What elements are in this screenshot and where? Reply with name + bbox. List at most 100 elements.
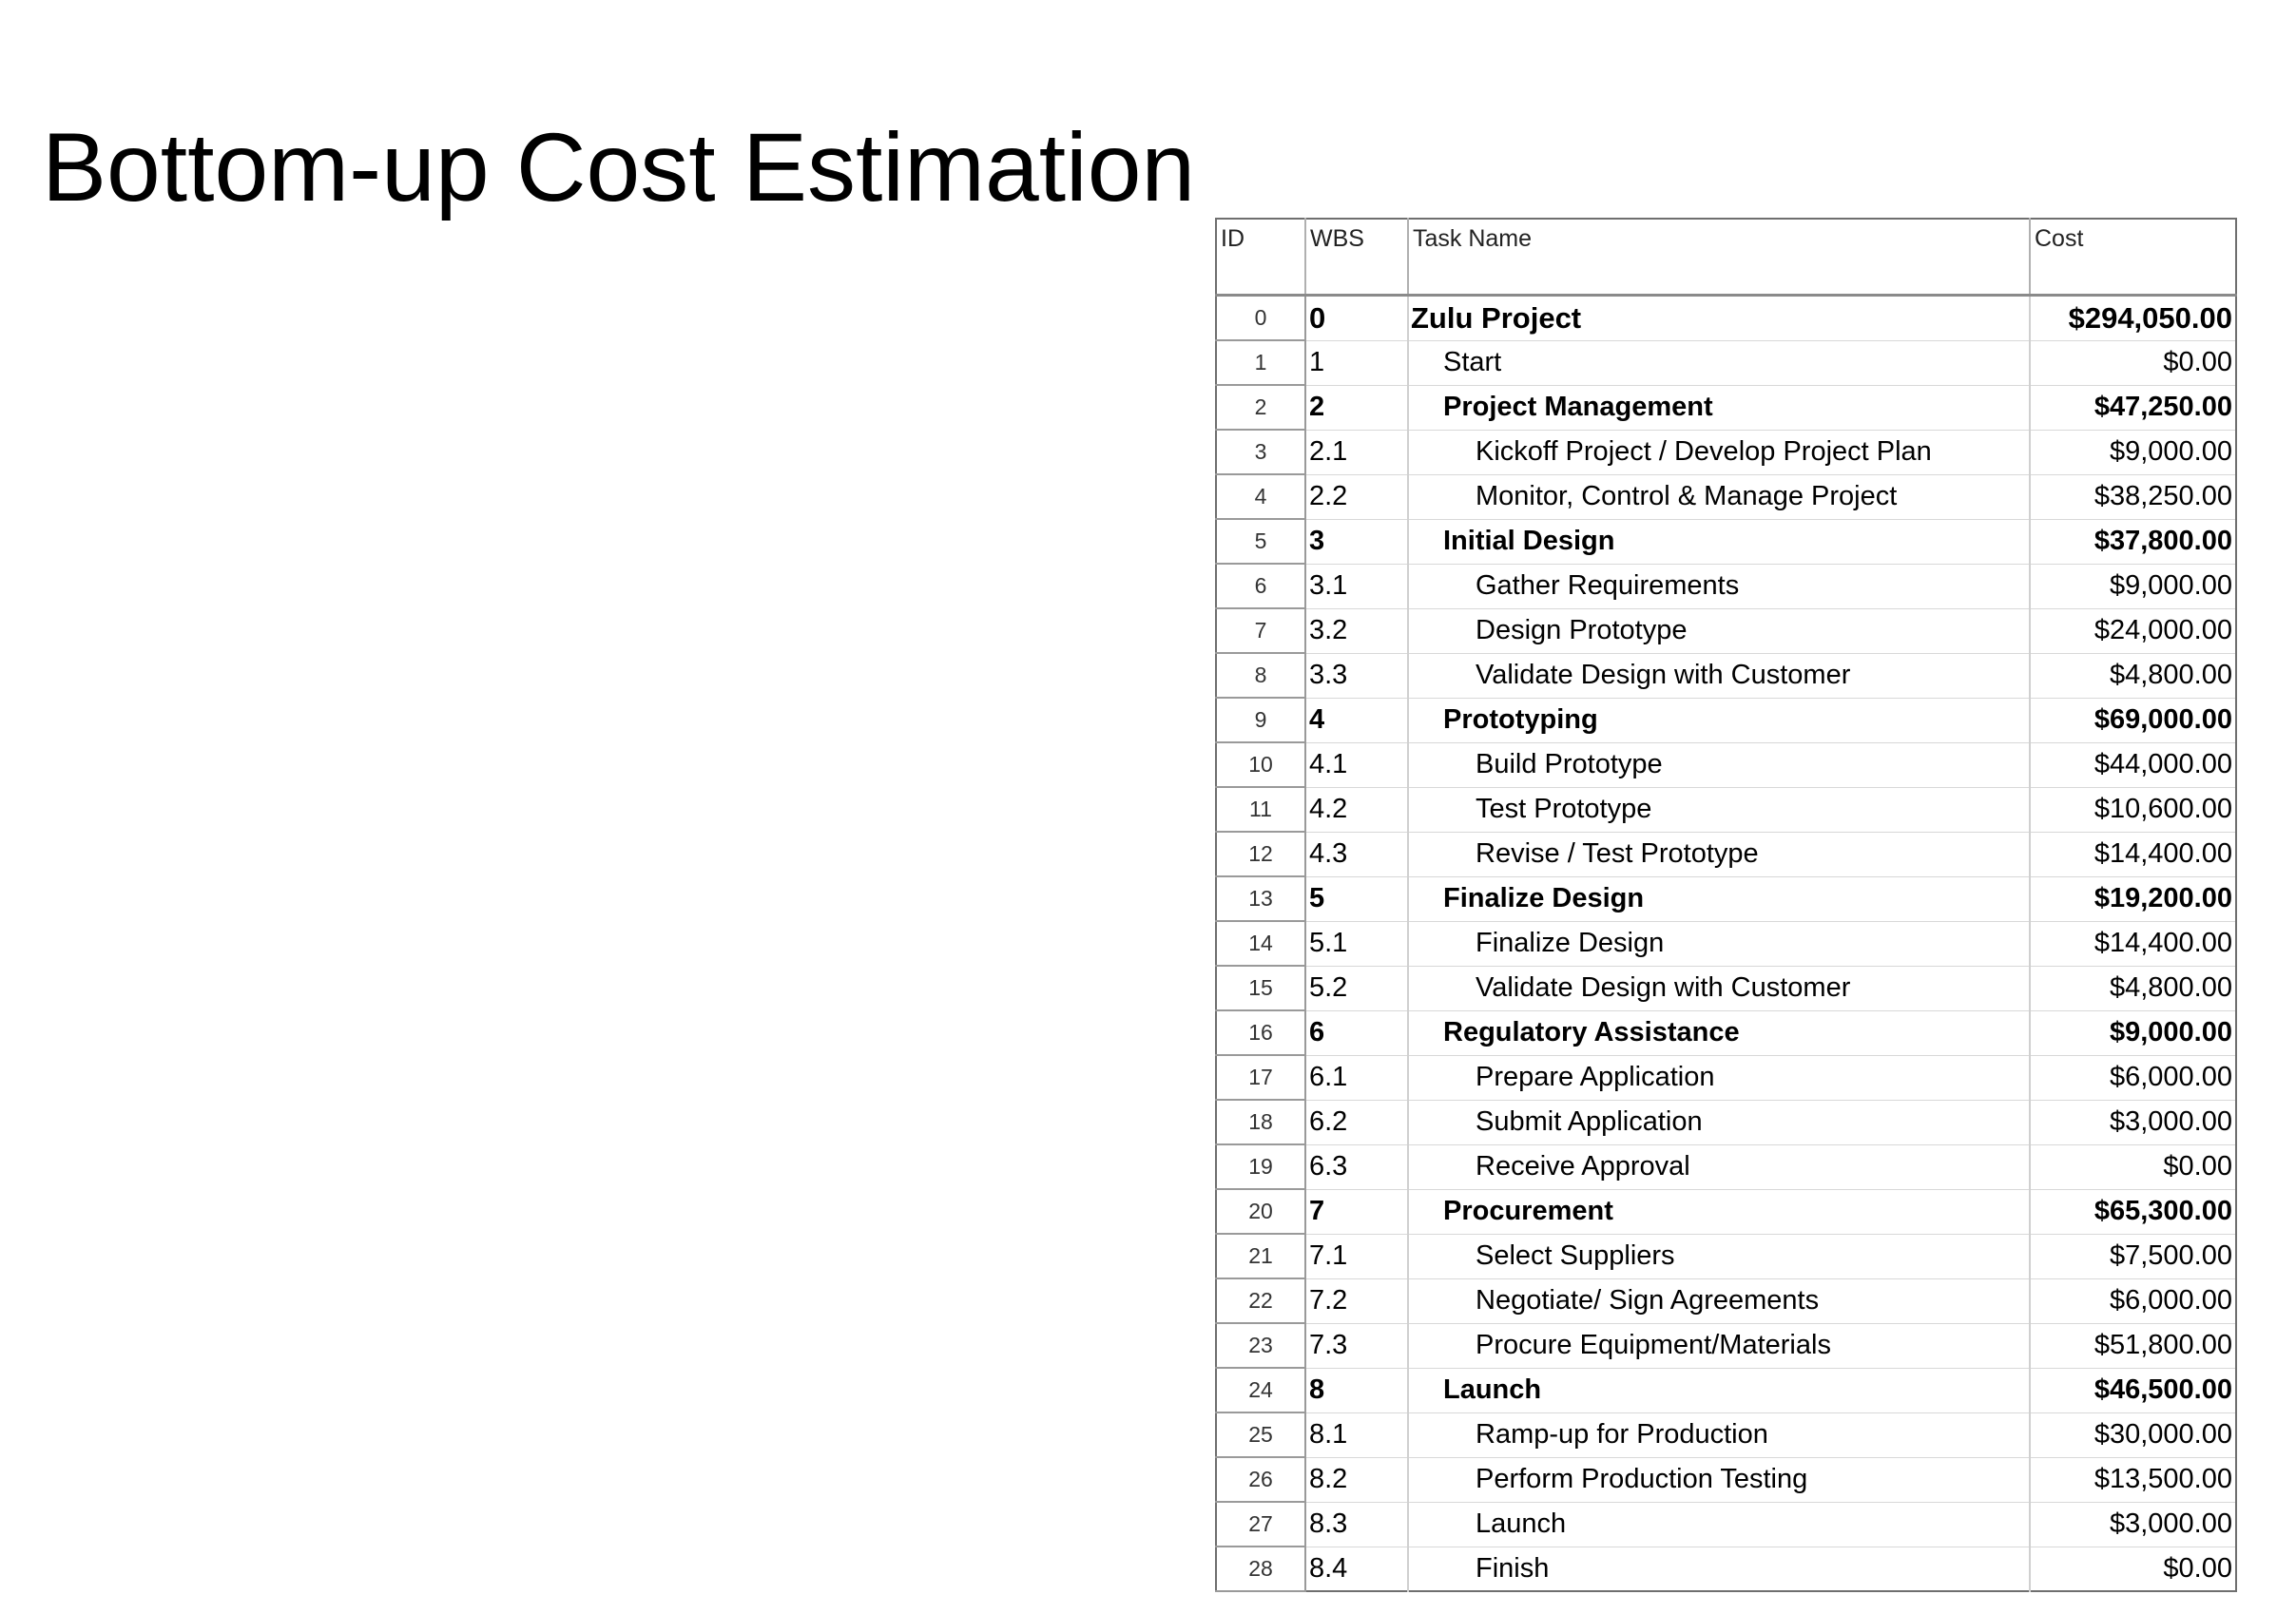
- row-task-name[interactable]: Design Prototype: [1408, 608, 2031, 654]
- table-row[interactable]: 10 4.1 Build Prototype $44,000.00: [1216, 742, 2236, 788]
- row-id[interactable]: 9: [1216, 698, 1306, 743]
- row-cost[interactable]: $9,000.00: [2030, 564, 2236, 609]
- row-cost[interactable]: $6,000.00: [2030, 1278, 2236, 1324]
- table-row[interactable]: 7 3.2 Design Prototype $24,000.00: [1216, 608, 2236, 654]
- row-cost[interactable]: $65,300.00: [2030, 1189, 2236, 1235]
- table-row[interactable]: 6 3.1 Gather Requirements $9,000.00: [1216, 564, 2236, 609]
- row-task-name[interactable]: Start: [1408, 340, 2031, 386]
- table-row[interactable]: 18 6.2 Submit Application $3,000.00: [1216, 1100, 2236, 1145]
- table-row[interactable]: 3 2.1 Kickoff Project / Develop Project Pl…: [1216, 430, 2236, 475]
- row-cost[interactable]: $46,500.00: [2030, 1368, 2236, 1413]
- row-wbs[interactable]: 6.1: [1305, 1055, 1409, 1101]
- row-id[interactable]: 14: [1216, 921, 1306, 967]
- row-cost[interactable]: $37,800.00: [2030, 519, 2236, 565]
- table-row[interactable]: 1 1 Start $0.00: [1216, 340, 2236, 386]
- header-cost[interactable]: Cost: [2030, 219, 2236, 297]
- row-id[interactable]: 28: [1216, 1547, 1306, 1592]
- row-wbs[interactable]: 5.2: [1305, 966, 1409, 1011]
- table-row[interactable]: 13 5 Finalize Design $19,200.00: [1216, 876, 2236, 922]
- row-cost[interactable]: $9,000.00: [2030, 1010, 2236, 1056]
- row-wbs[interactable]: 0: [1305, 295, 1409, 341]
- row-wbs[interactable]: 8.2: [1305, 1457, 1409, 1503]
- row-task-name[interactable]: Procurement: [1408, 1189, 2031, 1235]
- row-wbs[interactable]: 8.1: [1305, 1412, 1409, 1458]
- row-task-name[interactable]: Initial Design: [1408, 519, 2031, 565]
- row-id[interactable]: 20: [1216, 1189, 1306, 1235]
- table-row[interactable]: 21 7.1 Select Suppliers $7,500.00: [1216, 1234, 2236, 1279]
- row-task-name[interactable]: Select Suppliers: [1408, 1234, 2031, 1279]
- row-id[interactable]: 7: [1216, 608, 1306, 654]
- row-cost[interactable]: $10,600.00: [2030, 787, 2236, 833]
- row-task-name[interactable]: Receive Approval: [1408, 1144, 2031, 1190]
- row-cost[interactable]: $47,250.00: [2030, 385, 2236, 431]
- row-task-name[interactable]: Test Prototype: [1408, 787, 2031, 833]
- row-id[interactable]: 24: [1216, 1368, 1306, 1413]
- row-task-name[interactable]: Launch: [1408, 1368, 2031, 1413]
- row-id[interactable]: 6: [1216, 564, 1306, 609]
- row-cost[interactable]: $14,400.00: [2030, 921, 2236, 967]
- table-row[interactable]: 15 5.2 Validate Design with Customer $4,800…: [1216, 966, 2236, 1011]
- row-wbs[interactable]: 4: [1305, 698, 1409, 743]
- row-wbs[interactable]: 7.3: [1305, 1323, 1409, 1369]
- row-wbs[interactable]: 7.2: [1305, 1278, 1409, 1324]
- table-row[interactable]: 14 5.1 Finalize Design $14,400.00: [1216, 921, 2236, 967]
- row-wbs[interactable]: 3.2: [1305, 608, 1409, 654]
- row-cost[interactable]: $6,000.00: [2030, 1055, 2236, 1101]
- row-task-name[interactable]: Finish: [1408, 1547, 2031, 1592]
- table-row[interactable]: 24 8 Launch $46,500.00: [1216, 1368, 2236, 1413]
- row-wbs[interactable]: 3: [1305, 519, 1409, 565]
- row-cost[interactable]: $51,800.00: [2030, 1323, 2236, 1369]
- row-id[interactable]: 5: [1216, 519, 1306, 565]
- row-wbs[interactable]: 1: [1305, 340, 1409, 386]
- row-task-name[interactable]: Procure Equipment/Materials: [1408, 1323, 2031, 1369]
- row-wbs[interactable]: 6: [1305, 1010, 1409, 1056]
- row-id[interactable]: 15: [1216, 966, 1306, 1011]
- row-id[interactable]: 27: [1216, 1502, 1306, 1547]
- row-task-name[interactable]: Launch: [1408, 1502, 2031, 1547]
- row-id[interactable]: 22: [1216, 1278, 1306, 1324]
- row-wbs[interactable]: 8: [1305, 1368, 1409, 1413]
- row-wbs[interactable]: 3.1: [1305, 564, 1409, 609]
- row-task-name[interactable]: Gather Requirements: [1408, 564, 2031, 609]
- row-wbs[interactable]: 2.2: [1305, 474, 1409, 520]
- row-cost[interactable]: $44,000.00: [2030, 742, 2236, 788]
- table-row[interactable]: 4 2.2 Monitor, Control & Manage Project $38…: [1216, 474, 2236, 520]
- row-task-name[interactable]: Revise / Test Prototype: [1408, 832, 2031, 877]
- table-row[interactable]: 19 6.3 Receive Approval $0.00: [1216, 1144, 2236, 1190]
- row-task-name[interactable]: Ramp-up for Production: [1408, 1412, 2031, 1458]
- row-task-name[interactable]: Kickoff Project / Develop Project Plan: [1408, 430, 2031, 475]
- row-wbs[interactable]: 4.3: [1305, 832, 1409, 877]
- row-task-name[interactable]: Regulatory Assistance: [1408, 1010, 2031, 1056]
- row-wbs[interactable]: 2: [1305, 385, 1409, 431]
- row-wbs[interactable]: 5.1: [1305, 921, 1409, 967]
- row-task-name[interactable]: Prototyping: [1408, 698, 2031, 743]
- row-cost[interactable]: $13,500.00: [2030, 1457, 2236, 1503]
- row-cost[interactable]: $0.00: [2030, 340, 2236, 386]
- row-cost[interactable]: $0.00: [2030, 1144, 2236, 1190]
- table-row[interactable]: 17 6.1 Prepare Application $6,000.00: [1216, 1055, 2236, 1101]
- row-wbs[interactable]: 8.3: [1305, 1502, 1409, 1547]
- row-cost[interactable]: $9,000.00: [2030, 430, 2236, 475]
- row-id[interactable]: 13: [1216, 876, 1306, 922]
- row-task-name[interactable]: Finalize Design: [1408, 876, 2031, 922]
- row-cost[interactable]: $24,000.00: [2030, 608, 2236, 654]
- row-cost[interactable]: $30,000.00: [2030, 1412, 2236, 1458]
- row-cost[interactable]: $3,000.00: [2030, 1100, 2236, 1145]
- table-row[interactable]: 2 2 Project Management $47,250.00: [1216, 385, 2236, 431]
- row-task-name[interactable]: Negotiate/ Sign Agreements: [1408, 1278, 2031, 1324]
- row-wbs[interactable]: 2.1: [1305, 430, 1409, 475]
- row-task-name[interactable]: Submit Application: [1408, 1100, 2031, 1145]
- row-wbs[interactable]: 8.4: [1305, 1547, 1409, 1592]
- row-cost[interactable]: $7,500.00: [2030, 1234, 2236, 1279]
- row-task-name[interactable]: Perform Production Testing: [1408, 1457, 2031, 1503]
- row-id[interactable]: 23: [1216, 1323, 1306, 1369]
- row-id[interactable]: 2: [1216, 385, 1306, 431]
- row-task-name[interactable]: Validate Design with Customer: [1408, 966, 2031, 1011]
- table-row[interactable]: 5 3 Initial Design $37,800.00: [1216, 519, 2236, 565]
- row-id[interactable]: 11: [1216, 787, 1306, 833]
- row-id[interactable]: 4: [1216, 474, 1306, 520]
- header-wbs[interactable]: WBS: [1305, 219, 1409, 297]
- row-task-name[interactable]: Project Management: [1408, 385, 2031, 431]
- row-cost[interactable]: $38,250.00: [2030, 474, 2236, 520]
- row-task-name[interactable]: Monitor, Control & Manage Project: [1408, 474, 2031, 520]
